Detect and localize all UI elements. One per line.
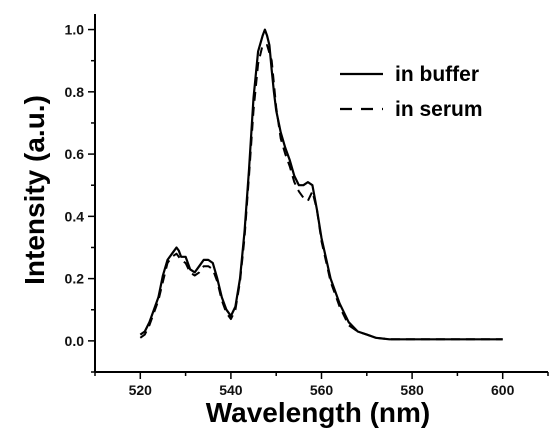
x-tick-label: 520	[129, 382, 153, 398]
x-axis-title: Wavelength (nm)	[206, 397, 431, 428]
x-tick-label: 600	[491, 382, 515, 398]
legend-label: in serum	[395, 98, 483, 121]
y-tick-label: 1.0	[65, 22, 85, 38]
series-layer	[139, 28, 503, 341]
plot-area	[94, 14, 548, 373]
x-tick-label: 560	[310, 382, 334, 398]
y-tick-label: 0.8	[65, 84, 85, 100]
series-line-buffer	[139, 28, 503, 341]
y-tick-label: 0.0	[65, 333, 85, 349]
y-axis: 0.0 0.2 0.4 0.6 0.8 1.0	[65, 22, 95, 373]
x-tick-label: 540	[219, 382, 243, 398]
legend-label: in buffer	[395, 63, 479, 86]
y-tick-label: 0.4	[65, 208, 85, 224]
series-line-serum	[139, 44, 503, 341]
y-axis-title: Intensity (a.u.)	[19, 95, 50, 285]
y-tick-label: 0.2	[65, 271, 85, 287]
legend: in buffer in serum	[340, 63, 483, 121]
x-tick-label: 580	[400, 382, 424, 398]
y-tick-label: 0.6	[65, 146, 85, 162]
x-axis: 520 540 560 580 600	[94, 372, 549, 398]
